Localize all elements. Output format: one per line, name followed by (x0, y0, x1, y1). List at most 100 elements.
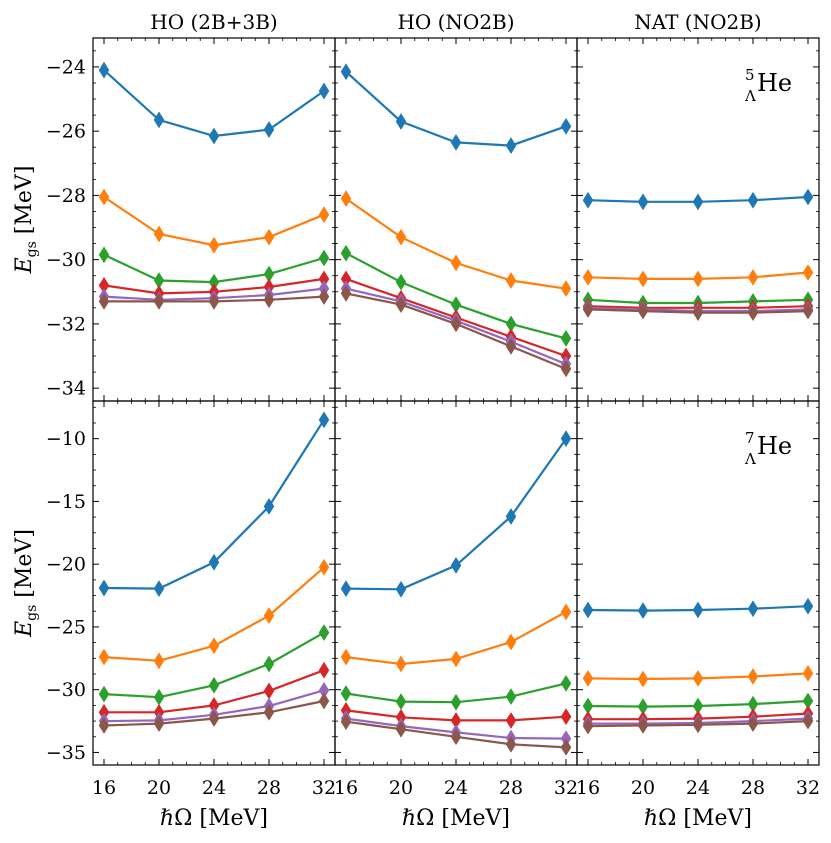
x-axis-title: ℏΩ [MeV] (160, 806, 268, 831)
data-point-marker (318, 692, 330, 710)
y-tick-label: −30 (46, 679, 86, 701)
data-point-marker (395, 228, 407, 246)
series-line (103, 69, 325, 138)
data-point-marker (747, 191, 759, 209)
y-tick-label: −25 (46, 616, 86, 638)
data-point-marker (98, 292, 110, 310)
data-point-marker (153, 225, 165, 243)
x-tick-label: 24 (686, 777, 710, 799)
data-point-marker (505, 688, 517, 706)
x-tick-label: 16 (334, 777, 358, 799)
x-tick-label: 24 (444, 777, 468, 799)
y-axis-title: Egs [MeV] (12, 166, 40, 275)
data-point-marker (747, 304, 759, 322)
column-title: HO (2B+3B) (150, 10, 277, 34)
data-point-marker (450, 728, 462, 746)
data-point-marker (340, 63, 352, 81)
data-point-marker (505, 711, 517, 729)
nucleus-mass-number: 5 (745, 66, 755, 84)
y-tick-label: −30 (46, 249, 86, 271)
x-tick-label: 28 (257, 777, 281, 799)
data-point-marker (450, 133, 462, 151)
y-tick-label: −26 (46, 121, 86, 143)
data-point-marker (692, 601, 704, 619)
data-point-marker (98, 188, 110, 206)
y-axis-title-subscript: gs (24, 605, 40, 621)
data-point-marker (153, 292, 165, 310)
data-point-marker (318, 558, 330, 576)
data-point-marker (340, 190, 352, 208)
y-axis-title: Egs [MeV] (12, 529, 40, 638)
data-point-marker (582, 191, 594, 209)
data-point-marker (637, 670, 649, 688)
y-tick-label: −15 (46, 491, 86, 513)
data-point-marker (637, 302, 649, 320)
y-axis-title-symbol: E (12, 621, 37, 638)
data-point-marker (560, 603, 572, 621)
data-point-marker (153, 715, 165, 733)
data-point-marker (208, 127, 220, 145)
x-tick-label: 28 (499, 777, 523, 799)
y-tick-label: −35 (46, 742, 86, 764)
nucleus-hyperon-subscript: Λ (744, 450, 756, 468)
data-point-marker (263, 291, 275, 309)
data-point-marker (505, 508, 517, 525)
x-axis-title: ℏΩ [MeV] (402, 806, 510, 831)
y-axis-title-symbol: E (12, 257, 37, 274)
data-point-marker (318, 288, 330, 306)
data-point-marker (318, 249, 330, 267)
data-point-marker (582, 669, 594, 687)
data-point-marker (450, 315, 462, 333)
data-point-marker (505, 633, 517, 651)
y-tick-label: −34 (46, 378, 86, 400)
data-series (98, 61, 814, 756)
data-point-marker (340, 713, 352, 731)
nucleus-label: 7 ΛHe (744, 429, 792, 468)
data-point-marker (208, 710, 220, 728)
data-point-marker (747, 715, 759, 733)
x-tick-label: 28 (741, 777, 765, 799)
data-point-marker (340, 684, 352, 702)
data-point-marker (318, 411, 330, 429)
x-tick-label: 16 (92, 777, 116, 799)
data-point-marker (98, 579, 110, 597)
data-point-marker (450, 693, 462, 711)
data-point-marker (395, 273, 407, 291)
x-tick-label: 24 (202, 777, 226, 799)
data-point-marker (802, 264, 814, 281)
data-point-marker (637, 602, 649, 620)
data-point-marker (318, 82, 330, 100)
nucleus-symbol: He (757, 69, 792, 97)
data-point-marker (208, 676, 220, 694)
data-point-marker (98, 716, 110, 734)
data-point-marker (802, 302, 814, 320)
x-tick-label: 16 (576, 777, 600, 799)
data-point-marker (637, 270, 649, 288)
text-labels: HO (2B+3B) HO (NO2B) NAT (NO2B) −24 −26 −28 −3… (12, 10, 820, 831)
data-point-marker (582, 268, 594, 286)
data-point-marker (802, 597, 814, 615)
y-tick-label: −32 (46, 313, 86, 335)
data-point-marker (395, 693, 407, 711)
data-point-marker (318, 206, 330, 224)
data-point-marker (747, 668, 759, 685)
data-point-marker (208, 637, 220, 655)
data-point-marker (560, 430, 572, 448)
data-point-marker (560, 117, 572, 135)
data-point-marker (450, 556, 462, 574)
x-axis-title: ℏΩ [MeV] (644, 806, 752, 831)
data-point-marker (208, 553, 220, 571)
data-point-marker (98, 685, 110, 703)
data-point-marker (263, 703, 275, 721)
y-tick-label: −20 (46, 554, 86, 576)
data-point-marker (582, 300, 594, 318)
data-point-marker (505, 735, 517, 753)
data-point-marker (692, 193, 704, 211)
data-point-marker (560, 674, 572, 692)
data-point-marker (340, 284, 352, 302)
data-point-marker (208, 292, 220, 310)
y-axis-title-subscript: gs (24, 241, 40, 257)
data-point-marker (560, 708, 572, 726)
y-axis-title-unit: [MeV] (12, 166, 37, 242)
